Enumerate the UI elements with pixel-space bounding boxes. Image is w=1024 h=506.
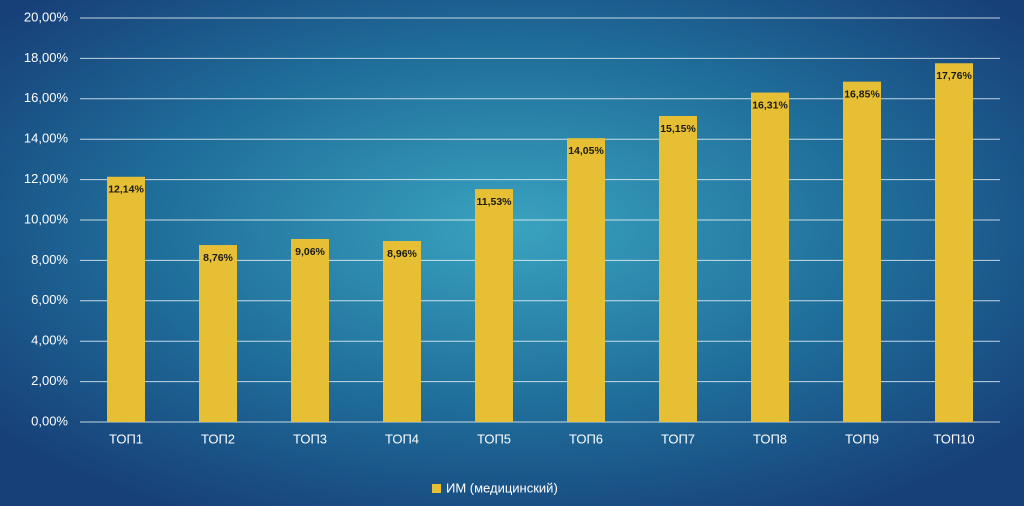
x-tick-label: ТОП5	[477, 431, 511, 446]
y-tick-label: 20,00%	[24, 9, 69, 24]
legend-label: ИМ (медицинский)	[446, 480, 558, 495]
y-tick-label: 10,00%	[24, 211, 69, 226]
x-tick-label: ТОП10	[933, 431, 974, 446]
y-tick-label: 6,00%	[31, 292, 68, 307]
bar	[935, 63, 973, 423]
value-label: 8,96%	[387, 248, 417, 260]
value-label: 16,85%	[844, 88, 880, 100]
value-label: 16,31%	[752, 99, 788, 111]
bar	[659, 115, 697, 422]
value-label: 8,76%	[203, 252, 233, 264]
x-tick-label: ТОП6	[569, 431, 603, 446]
y-tick-label: 4,00%	[31, 333, 68, 348]
bar	[475, 189, 513, 422]
x-tick-label: ТОП8	[753, 431, 787, 446]
legend-swatch	[432, 484, 441, 493]
x-tick-label: ТОП7	[661, 431, 695, 446]
bar	[291, 238, 329, 422]
bar	[107, 176, 145, 422]
x-tick-label: ТОП9	[845, 431, 879, 446]
x-tick-label: ТОП2	[201, 431, 235, 446]
bar	[751, 92, 789, 423]
x-tick-label: ТОП1	[109, 431, 143, 446]
y-tick-label: 16,00%	[24, 90, 69, 105]
bar	[567, 138, 605, 422]
value-label: 14,05%	[568, 145, 604, 157]
y-tick-label: 2,00%	[31, 373, 68, 388]
value-label: 9,06%	[295, 246, 325, 258]
y-tick-label: 18,00%	[24, 50, 69, 65]
y-tick-label: 8,00%	[31, 252, 68, 267]
y-tick-label: 14,00%	[24, 131, 69, 146]
bar	[843, 81, 881, 422]
bar	[383, 241, 421, 422]
x-tick-label: ТОП4	[385, 431, 419, 446]
value-label: 11,53%	[476, 196, 512, 208]
y-tick-label: 0,00%	[31, 413, 68, 428]
value-label: 17,76%	[936, 70, 972, 82]
value-label: 12,14%	[108, 184, 144, 196]
x-tick-label: ТОП3	[293, 431, 327, 446]
value-label: 15,15%	[660, 123, 696, 135]
bar	[199, 245, 237, 422]
y-tick-label: 12,00%	[24, 171, 69, 186]
